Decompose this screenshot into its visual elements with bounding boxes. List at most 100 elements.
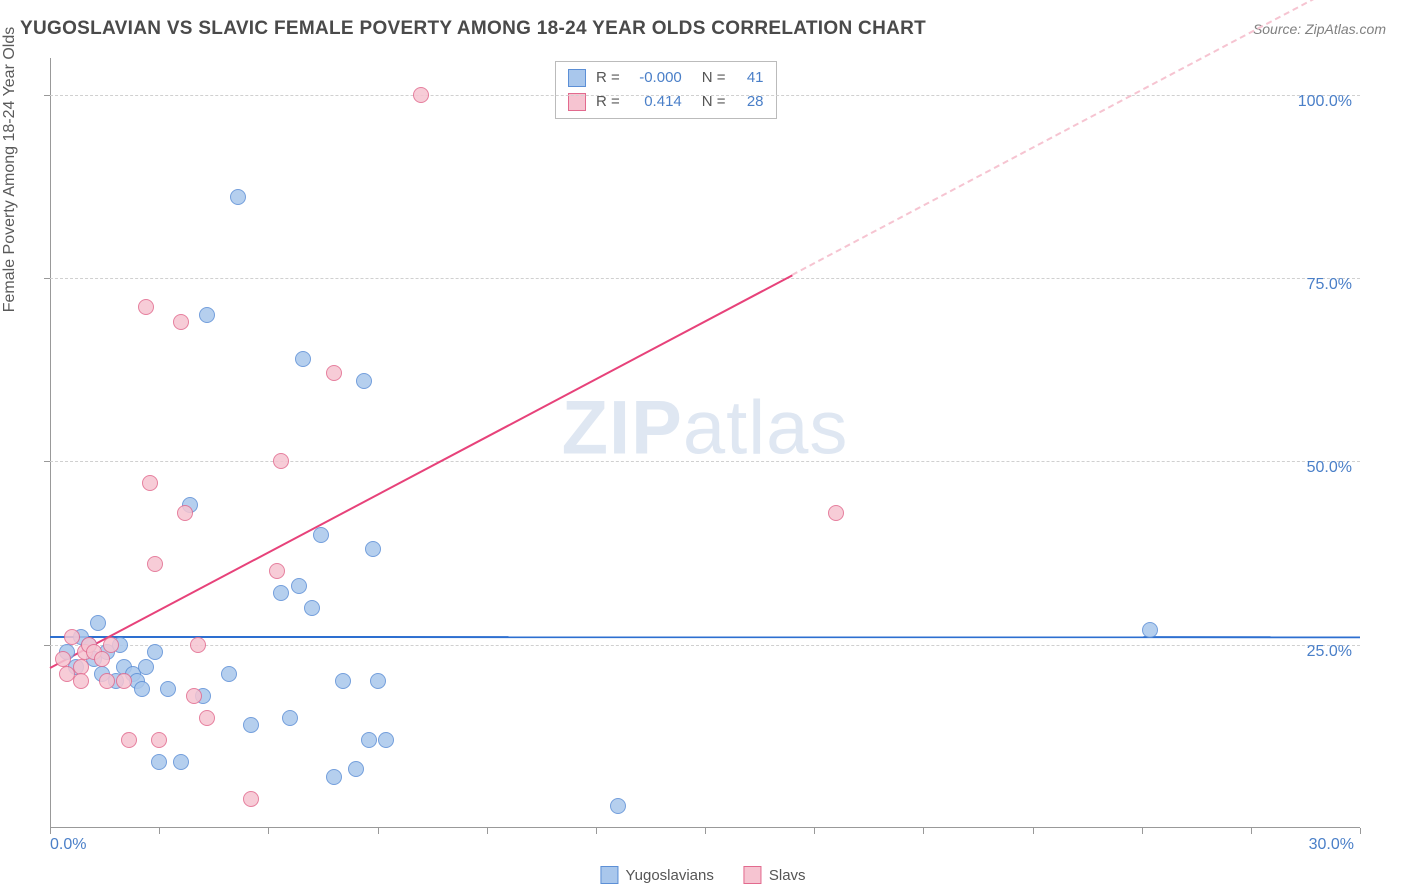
stat-r-value: 0.414 <box>630 90 682 114</box>
stats-swatch <box>568 93 586 111</box>
data-point-slavs <box>190 637 206 653</box>
stats-row: R = 0.414 N = 28 <box>568 90 764 114</box>
data-point-yugoslavians <box>173 754 189 770</box>
legend-swatch <box>600 866 618 884</box>
stat-n-label: N = <box>702 90 726 114</box>
data-point-yugoslavians <box>291 578 307 594</box>
stat-n-value: 41 <box>736 66 764 90</box>
data-point-yugoslavians <box>221 666 237 682</box>
data-point-yugoslavians <box>147 644 163 660</box>
x-tick <box>378 828 379 834</box>
data-point-yugoslavians <box>313 527 329 543</box>
data-point-slavs <box>55 651 71 667</box>
legend-item: Yugoslavians <box>600 866 713 884</box>
x-tick <box>159 828 160 834</box>
x-tick <box>814 828 815 834</box>
data-point-yugoslavians <box>610 798 626 814</box>
data-point-yugoslavians <box>365 541 381 557</box>
y-tick <box>44 278 50 279</box>
stat-n-value: 28 <box>736 90 764 114</box>
data-point-yugoslavians <box>138 659 154 675</box>
data-point-yugoslavians <box>326 769 342 785</box>
data-point-slavs <box>186 688 202 704</box>
legend-label: Yugoslavians <box>625 867 713 884</box>
page-title: YUGOSLAVIAN VS SLAVIC FEMALE POVERTY AMO… <box>20 18 926 40</box>
data-point-yugoslavians <box>378 732 394 748</box>
legend-item: Slavs <box>744 866 806 884</box>
data-point-yugoslavians <box>230 189 246 205</box>
stats-row: R = -0.000 N = 41 <box>568 66 764 90</box>
data-point-yugoslavians <box>273 585 289 601</box>
data-point-slavs <box>73 673 89 689</box>
data-point-yugoslavians <box>90 615 106 631</box>
stat-r-label: R = <box>596 66 620 90</box>
data-point-slavs <box>173 314 189 330</box>
data-point-slavs <box>138 299 154 315</box>
x-tick <box>1033 828 1034 834</box>
x-tick <box>50 828 51 834</box>
data-point-slavs <box>116 673 132 689</box>
data-point-slavs <box>103 637 119 653</box>
y-axis-line <box>50 58 51 828</box>
data-point-slavs <box>94 651 110 667</box>
stat-n-label: N = <box>702 66 726 90</box>
x-tick-label: 0.0% <box>50 836 86 854</box>
x-tick <box>1251 828 1252 834</box>
source-label: Source: ZipAtlas.com <box>1253 21 1386 37</box>
data-point-slavs <box>199 710 215 726</box>
data-point-yugoslavians <box>370 673 386 689</box>
data-point-slavs <box>828 505 844 521</box>
data-point-yugoslavians <box>134 681 150 697</box>
x-tick <box>923 828 924 834</box>
x-tick <box>596 828 597 834</box>
stat-r-value: -0.000 <box>630 66 682 90</box>
data-point-yugoslavians <box>304 600 320 616</box>
gridline-h <box>50 278 1360 279</box>
y-tick <box>44 645 50 646</box>
x-tick <box>1142 828 1143 834</box>
x-tick-label: 30.0% <box>1309 836 1354 854</box>
data-point-slavs <box>121 732 137 748</box>
x-tick <box>487 828 488 834</box>
title-bar: YUGOSLAVIAN VS SLAVIC FEMALE POVERTY AMO… <box>20 18 1386 40</box>
data-point-yugoslavians <box>295 351 311 367</box>
trend-Slavs <box>50 274 793 668</box>
data-point-yugoslavians <box>361 732 377 748</box>
scatter-plot: ZIPatlas R = -0.000 N = 41 R = 0.414 N = 28 25.… <box>50 58 1360 828</box>
data-point-slavs <box>326 365 342 381</box>
y-tick-label: 75.0% <box>1307 276 1352 294</box>
x-tick <box>1360 828 1361 834</box>
stats-swatch <box>568 69 586 87</box>
gridline-h <box>50 461 1360 462</box>
x-tick <box>705 828 706 834</box>
gridline-h <box>50 645 1360 646</box>
data-point-yugoslavians <box>1142 622 1158 638</box>
data-point-yugoslavians <box>348 761 364 777</box>
trend-Yugoslavians <box>50 636 1360 638</box>
data-point-slavs <box>147 556 163 572</box>
y-tick <box>44 461 50 462</box>
data-point-slavs <box>151 732 167 748</box>
stat-r-label: R = <box>596 90 620 114</box>
data-point-yugoslavians <box>356 373 372 389</box>
data-point-slavs <box>243 791 259 807</box>
data-point-yugoslavians <box>160 681 176 697</box>
data-point-yugoslavians <box>151 754 167 770</box>
data-point-slavs <box>73 659 89 675</box>
y-tick-label: 25.0% <box>1307 643 1352 661</box>
data-point-slavs <box>64 629 80 645</box>
data-point-yugoslavians <box>335 673 351 689</box>
data-point-yugoslavians <box>282 710 298 726</box>
legend-label: Slavs <box>769 867 806 884</box>
data-point-slavs <box>269 563 285 579</box>
gridline-h <box>50 95 1360 96</box>
legend: Yugoslavians Slavs <box>600 866 805 884</box>
watermark: ZIPatlas <box>562 384 849 471</box>
legend-swatch <box>744 866 762 884</box>
trend-dash-Slavs <box>792 0 1361 276</box>
data-point-slavs <box>413 87 429 103</box>
y-tick <box>44 95 50 96</box>
data-point-slavs <box>273 453 289 469</box>
correlation-stats-box: R = -0.000 N = 41 R = 0.414 N = 28 <box>555 61 777 119</box>
data-point-yugoslavians <box>199 307 215 323</box>
